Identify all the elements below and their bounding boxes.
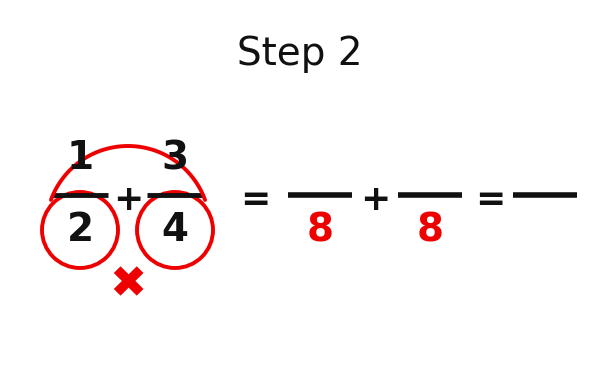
Text: ✖: ✖ — [109, 264, 146, 306]
Text: 1: 1 — [67, 139, 94, 177]
Text: 8: 8 — [307, 211, 334, 249]
Text: +: + — [360, 183, 390, 217]
Text: =: = — [240, 183, 270, 217]
Text: 8: 8 — [416, 211, 443, 249]
Text: 3: 3 — [161, 139, 188, 177]
Text: 4: 4 — [161, 211, 188, 249]
Text: =: = — [475, 183, 505, 217]
Text: 2: 2 — [67, 211, 94, 249]
Text: Step 2: Step 2 — [237, 35, 363, 73]
Text: +: + — [113, 183, 143, 217]
